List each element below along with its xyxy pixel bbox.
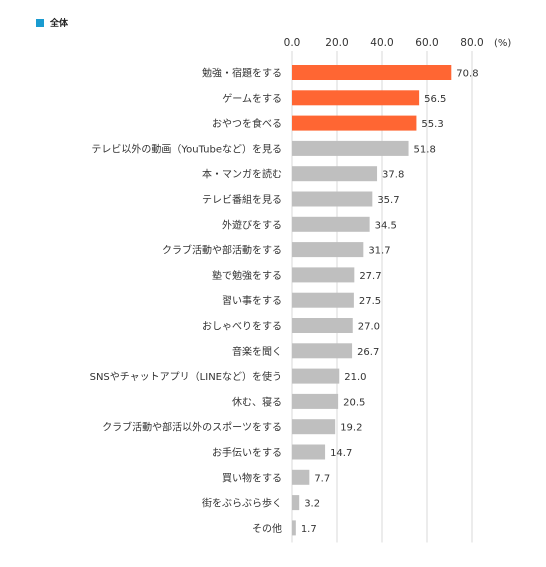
bar: [292, 318, 353, 333]
legend-swatch: [36, 18, 44, 27]
category-label: 音楽を聞く: [232, 345, 282, 358]
category-label: 街をぶらぶら歩く: [202, 497, 282, 510]
bar: [292, 292, 354, 308]
value-label: 27.5: [359, 296, 381, 307]
value-label: 55.3: [421, 119, 443, 130]
category-label: 本・マンガを読む: [202, 168, 282, 181]
category-label: 習い事をする: [222, 294, 282, 307]
category-label: ゲームをする: [222, 93, 282, 105]
x-tick-label: 20.0: [325, 37, 348, 49]
bar: [292, 495, 300, 511]
value-label: 70.8: [456, 69, 478, 80]
value-label: 21.0: [344, 372, 366, 383]
category-label: 休む、寝る: [232, 395, 282, 408]
legend: 全体: [36, 16, 68, 29]
value-label: 3.2: [304, 499, 320, 510]
category-label: お手伝いをする: [212, 446, 282, 459]
bar: [292, 343, 353, 359]
category-label: テレビ番組を見る: [202, 193, 282, 206]
value-label: 20.5: [343, 397, 365, 408]
value-label: 14.7: [330, 448, 352, 459]
value-label: 34.5: [375, 220, 397, 231]
bar: [292, 242, 364, 258]
value-label: 7.7: [314, 473, 330, 484]
bar: [292, 166, 378, 182]
bar: [292, 469, 310, 485]
value-label: 27.0: [358, 322, 380, 333]
bar: [292, 393, 339, 409]
legend-label: 全体: [50, 19, 69, 29]
x-tick-label: 0.0: [284, 37, 301, 49]
category-label: 外遊びをする: [222, 218, 282, 231]
x-tick-label: 40.0: [370, 37, 393, 49]
category-label: その他: [252, 522, 282, 535]
x-tick-label: 80.0: [460, 37, 483, 49]
value-label: 27.7: [359, 271, 381, 282]
x-axis-unit: (%): [494, 38, 511, 49]
category-label: おしゃべりをする: [202, 321, 282, 333]
bar: [292, 419, 336, 435]
bar: [292, 267, 355, 283]
bar: [292, 368, 340, 384]
value-label: 1.7: [301, 524, 317, 535]
value-label: 31.7: [368, 246, 390, 257]
value-label: 35.7: [377, 195, 399, 206]
bar: [292, 520, 296, 536]
category-label: 塾で勉強をする: [212, 269, 282, 282]
category-label: 勉強・宿題をする: [202, 67, 282, 80]
category-label: クラブ活動や部活以外のスポーツをする: [102, 421, 282, 434]
category-label: テレビ以外の動画（YouTubeなど）を見る: [91, 142, 282, 155]
value-label: 56.5: [424, 94, 446, 105]
value-label: 51.8: [414, 144, 436, 155]
bar: [292, 191, 373, 207]
bar: [292, 444, 326, 460]
x-tick-label: 60.0: [415, 37, 438, 49]
category-label: クラブ活動や部活動をする: [162, 244, 282, 257]
category-label: 買い物をする: [222, 471, 282, 484]
value-label: 37.8: [382, 170, 404, 181]
bar: [292, 115, 417, 131]
category-label: おやつを食べる: [212, 117, 282, 130]
value-label: 19.2: [340, 423, 362, 434]
bar: [292, 140, 409, 156]
category-label: SNSやチャットアプリ（LINEなど）を使う: [90, 370, 282, 383]
bar: [292, 90, 420, 106]
bar: [292, 216, 370, 232]
bar: [292, 65, 452, 80]
value-label: 26.7: [357, 347, 379, 358]
